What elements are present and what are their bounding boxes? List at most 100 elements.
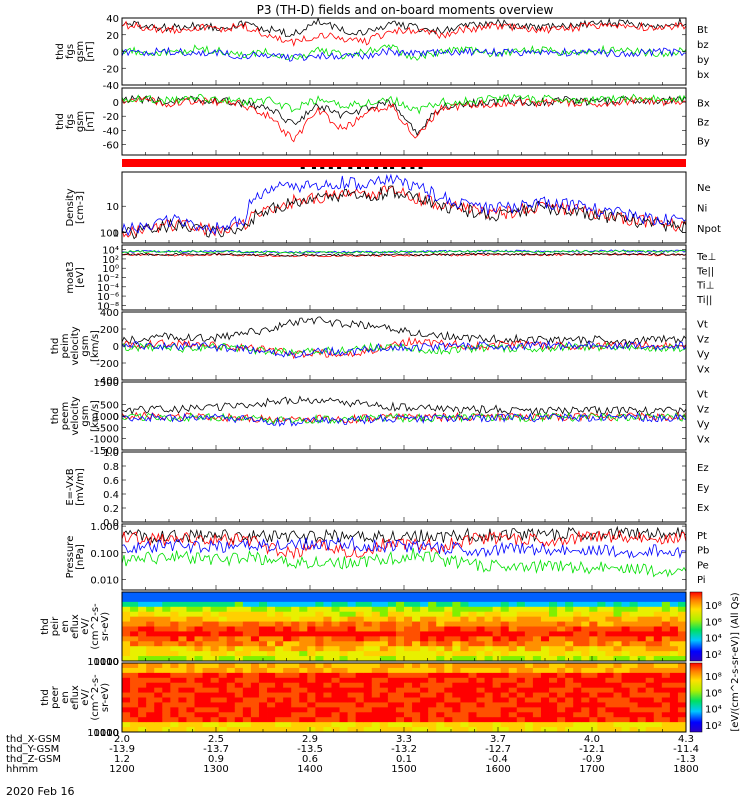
spectrogram-cell	[363, 682, 373, 689]
y-tick-label: 10	[106, 728, 119, 739]
spectrogram-cell	[484, 646, 494, 652]
spectrogram-cell	[283, 727, 292, 733]
spectrogram-cell	[500, 646, 510, 652]
spectrogram-cell	[669, 651, 679, 657]
spectrogram-cell	[589, 656, 598, 662]
spectrogram-cell	[307, 616, 316, 622]
spectrogram-cell	[218, 631, 228, 637]
spectrogram-cell	[420, 727, 429, 733]
spectrogram-cell	[379, 596, 389, 603]
spectrogram-cell	[653, 667, 663, 674]
spectrogram-cell	[549, 651, 558, 657]
spectrogram-cell	[412, 616, 421, 622]
spectrogram-cell	[565, 592, 574, 598]
spectrogram-cell	[540, 697, 550, 703]
spectrogram-cell	[532, 727, 542, 733]
spectrogram-cell	[371, 601, 381, 608]
spectrogram-cell	[573, 717, 582, 723]
spectrogram-cell	[307, 626, 316, 632]
spectrogram-cell	[234, 722, 244, 728]
spectrogram-cell	[202, 636, 212, 642]
spectrogram-cell	[387, 651, 397, 657]
spectrogram-cell	[597, 592, 606, 598]
spectrogram-cell	[170, 702, 179, 708]
spectrogram-cell	[444, 707, 453, 713]
spectrogram-cell	[597, 717, 606, 723]
spectrogram-cell	[202, 672, 212, 679]
spectrogram-cell	[283, 616, 292, 622]
spectrogram-cell	[331, 677, 340, 684]
spectrogram-cell	[395, 596, 405, 603]
spectrogram-cell	[653, 712, 663, 718]
spectrogram-cell	[210, 687, 220, 693]
spectrogram-cell	[178, 667, 187, 674]
spectrogram-cell	[154, 702, 163, 708]
spectrogram-cell	[460, 646, 469, 652]
spectrogram-cell	[267, 672, 276, 679]
spectrogram-cell	[283, 707, 292, 713]
spectrogram-cell	[468, 611, 477, 618]
spectrogram-cell	[661, 677, 671, 684]
spectrogram-cell	[460, 663, 469, 669]
spectrogram-cell	[363, 667, 373, 674]
spectrogram-cell	[669, 592, 679, 598]
spectrogram-cell	[307, 606, 316, 613]
spectrogram-cell	[476, 663, 485, 669]
spectrogram-cell	[226, 636, 236, 642]
spectrogram-cell	[508, 606, 518, 613]
spectrogram-cell	[146, 717, 155, 723]
spectrogram-cell	[275, 621, 284, 627]
spectrogram-cell	[315, 692, 324, 698]
spectrogram-cell	[524, 601, 534, 608]
panel-frame	[121, 451, 687, 523]
spectrogram-cell	[154, 606, 163, 613]
spectrogram-cell	[677, 717, 687, 723]
spectrogram-cell	[629, 707, 639, 713]
spectrogram-cell	[500, 727, 510, 733]
spectrogram-cell	[476, 636, 485, 642]
y-tick-label: 0.010	[90, 575, 119, 586]
spectrogram-cell	[379, 722, 389, 728]
series-line-bz	[121, 20, 687, 47]
spectrogram-cell	[210, 712, 220, 718]
spectrogram-cell	[540, 606, 550, 613]
spectrogram-cell	[267, 616, 276, 622]
spectrogram-cell	[436, 727, 445, 733]
spectrogram-cell	[557, 626, 566, 632]
x-row-value: -12.7	[485, 744, 511, 755]
spectrogram-cell	[339, 656, 348, 662]
y-axis-label: eV/	[80, 618, 91, 635]
spectrogram-cell	[218, 611, 228, 618]
y-tick-label: 0.2	[103, 504, 119, 515]
spectrogram-cell	[677, 606, 687, 613]
spectrogram-cell	[476, 601, 485, 608]
spectrogram-cell	[371, 687, 381, 693]
spectrogram-cell	[218, 592, 228, 598]
spectrogram-cell	[476, 621, 485, 627]
spectrogram-cell	[154, 596, 163, 603]
spectrogram-cell	[452, 651, 461, 657]
spectrogram-cell	[218, 626, 228, 632]
spectrogram-cell	[436, 667, 445, 674]
y-axis-label: gsm	[80, 405, 91, 426]
spectrogram-cell	[178, 646, 187, 652]
spectrogram-cell	[613, 636, 622, 642]
y-axis-label: [nT]	[85, 41, 96, 61]
spectrogram-cell	[573, 641, 582, 647]
spectrogram-cell	[661, 656, 671, 662]
spectrogram-cell	[186, 677, 195, 684]
spectrogram-cell	[532, 601, 542, 608]
spectrogram-cell	[645, 682, 655, 689]
mode-status-marker	[320, 167, 325, 169]
spectrogram-cell	[557, 616, 566, 622]
spectrogram-cell	[242, 717, 252, 723]
spectrogram-cell	[661, 631, 671, 637]
spectrogram-cell	[629, 672, 639, 679]
spectrogram-cell	[122, 626, 131, 632]
spectrogram-cell	[621, 687, 630, 693]
spectrogram-cell	[178, 712, 187, 718]
spectrogram-cell	[275, 672, 284, 679]
spectrogram-cell	[444, 692, 453, 698]
spectrogram-cell	[444, 702, 453, 708]
spectrogram-cell	[581, 596, 590, 603]
